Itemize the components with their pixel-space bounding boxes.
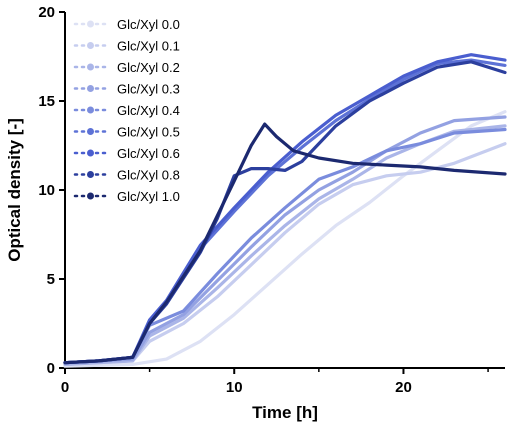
legend-label: Glc/Xyl 0.2 bbox=[117, 60, 180, 75]
legend-marker bbox=[87, 42, 94, 49]
legend-marker bbox=[87, 63, 94, 71]
legend: Glc/Xyl 0.0 Glc/Xyl 0.1 Glc/Xyl 0.2 Glc/Xyl… bbox=[73, 17, 180, 204]
legend-entry: Glc/Xyl 0.3 bbox=[73, 82, 180, 97]
y-tick-label: 0 bbox=[47, 360, 55, 377]
y-tick-label: 15 bbox=[38, 93, 55, 110]
series-layer bbox=[63, 53, 507, 368]
legend-label: Glc/Xyl 0.0 bbox=[117, 17, 180, 32]
legend-marker bbox=[87, 149, 94, 157]
legend-label: Glc/Xyl 0.8 bbox=[117, 168, 180, 183]
legend-label: Glc/Xyl 0.5 bbox=[117, 125, 180, 140]
x-tick-label: 10 bbox=[226, 379, 243, 396]
legend-marker bbox=[87, 192, 94, 200]
legend-marker bbox=[87, 85, 94, 92]
x-axis-label: Time [h] bbox=[252, 403, 318, 422]
legend-entry: Glc/Xyl 0.5 bbox=[73, 125, 180, 140]
legend-entry: Glc/Xyl 0.8 bbox=[73, 168, 180, 183]
legend-entry: Glc/Xyl 0.2 bbox=[73, 60, 180, 75]
legend-label: Glc/Xyl 0.3 bbox=[117, 82, 180, 97]
legend-entry: Glc/Xyl 0.0 bbox=[73, 17, 180, 32]
axis-labels: Time [h] Optical density [-] bbox=[5, 118, 318, 422]
legend-label: Glc/Xyl 0.6 bbox=[117, 146, 180, 161]
series-line bbox=[63, 122, 507, 365]
legend-entry: Glc/Xyl 0.6 bbox=[73, 146, 180, 161]
legend-label: Glc/Xyl 0.4 bbox=[117, 103, 180, 118]
y-tick-label: 20 bbox=[38, 4, 55, 21]
legend-marker bbox=[87, 128, 94, 135]
legend-entry: Glc/Xyl 0.4 bbox=[73, 103, 180, 118]
legend-label: Glc/Xyl 0.1 bbox=[117, 39, 180, 54]
legend-marker bbox=[87, 20, 94, 28]
series-line bbox=[63, 127, 507, 365]
legend-entry: Glc/Xyl 0.1 bbox=[73, 39, 180, 54]
legend-marker bbox=[87, 106, 94, 114]
y-tick-label: 5 bbox=[47, 271, 55, 288]
legend-marker bbox=[87, 171, 94, 178]
legend-entry: Glc/Xyl 1.0 bbox=[73, 189, 180, 204]
series-line bbox=[63, 110, 507, 368]
y-tick-label: 10 bbox=[38, 182, 55, 199]
legend-label: Glc/Xyl 1.0 bbox=[117, 189, 180, 204]
y-axis-label: Optical density [-] bbox=[5, 118, 24, 262]
x-tick-label: 20 bbox=[395, 379, 412, 396]
axes: 0 10 20 0 5 10 15 20 bbox=[38, 4, 505, 396]
x-tick-label: 0 bbox=[61, 379, 69, 396]
